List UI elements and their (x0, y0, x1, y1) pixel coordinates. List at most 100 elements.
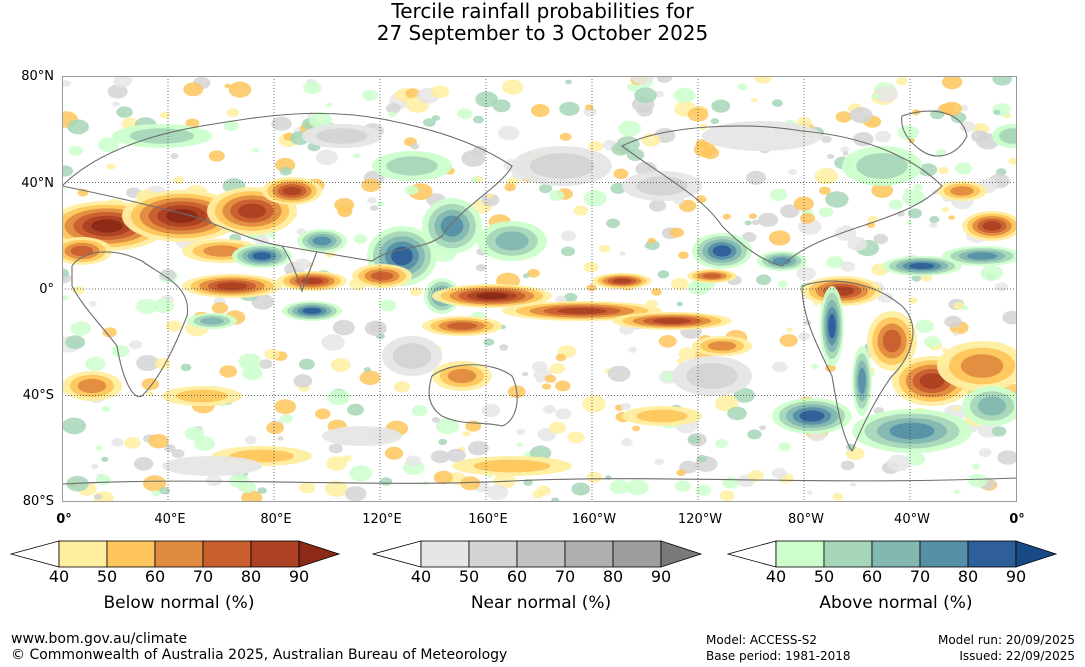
speckle (645, 240, 660, 251)
probability-blob (391, 246, 413, 266)
speckle (695, 139, 709, 148)
probability-blob (707, 341, 737, 351)
speckle (551, 497, 560, 502)
speckle (370, 205, 379, 211)
probability-blob (302, 307, 322, 315)
speckle (845, 447, 865, 461)
speckle (344, 486, 367, 502)
footer-website: www.bom.gov.au/climate (11, 631, 188, 647)
speckle (316, 149, 338, 165)
legend-near-tick-60: 60 (506, 567, 528, 586)
probability-blob (686, 363, 738, 389)
colorbar-arrow-low (727, 540, 777, 568)
speckle (888, 199, 904, 210)
speckle (85, 356, 106, 371)
speckle (159, 111, 171, 119)
probability-blob (447, 368, 477, 384)
speckle (146, 391, 154, 397)
colorbar-segment (823, 540, 873, 568)
speckle (337, 206, 353, 217)
legend-near-tick-90: 90 (650, 567, 672, 586)
speckle (173, 176, 185, 184)
speckle (393, 381, 410, 393)
probability-blob (858, 367, 866, 395)
probability-blob (636, 176, 688, 196)
speckle (611, 142, 630, 156)
speckle (532, 490, 544, 499)
footer-issued: Issued: 22/09/2025 (959, 649, 1075, 663)
probability-blob (982, 221, 1002, 231)
probability-blob (476, 292, 508, 300)
speckle (991, 426, 1007, 437)
speckle (853, 132, 874, 147)
speckle (840, 460, 855, 471)
speckle (676, 301, 684, 307)
speckle (62, 417, 86, 435)
footer-copyright: © Commonwealth of Australia 2025, Austra… (11, 647, 508, 663)
speckle (542, 383, 552, 390)
speckle (906, 220, 913, 226)
speckle (527, 268, 540, 278)
speckle (277, 436, 284, 441)
speckle (676, 469, 686, 477)
lon-label-160e: 160°E (468, 512, 508, 527)
probability-blob (473, 459, 551, 473)
speckle (621, 438, 633, 447)
legend-near-tick-40: 40 (410, 567, 432, 586)
lon-label-120e: 120°E (362, 512, 402, 527)
speckle (549, 421, 567, 434)
speckle (656, 76, 672, 83)
speckle (349, 465, 373, 482)
probability-blob (392, 343, 432, 369)
speckle (359, 370, 381, 386)
speckle (874, 130, 892, 143)
speckle (780, 204, 800, 218)
probability-blob (252, 252, 272, 260)
speckle (626, 479, 649, 496)
probability-blob (166, 209, 198, 223)
speckle (113, 76, 133, 88)
probability-blob (386, 156, 438, 176)
speckle (462, 431, 471, 437)
speckle (486, 484, 509, 501)
coastline (428, 364, 518, 427)
colorbar-segment (58, 540, 108, 568)
speckle (564, 292, 578, 302)
speckle (107, 84, 128, 99)
speckle (811, 363, 819, 369)
legend-below-tick-50: 50 (96, 567, 118, 586)
speckle (254, 235, 269, 246)
speckle (913, 183, 923, 191)
speckle (475, 91, 498, 108)
speckle (788, 169, 798, 176)
colorbar-arrow-high (660, 540, 703, 568)
speckle (567, 431, 585, 444)
speckle (796, 266, 816, 281)
speckle (747, 429, 762, 440)
speckle (754, 76, 772, 84)
speckle (152, 490, 161, 497)
probability-blob (322, 426, 402, 446)
speckle (62, 268, 69, 278)
speckle (669, 227, 684, 238)
speckle (129, 340, 142, 350)
probability-blob (447, 322, 477, 330)
probability-blob (162, 456, 262, 476)
speckle (618, 120, 642, 137)
coastlines (62, 110, 1017, 485)
speckle (771, 467, 787, 479)
lat-label-80s: 80°S (22, 494, 54, 509)
speckle (742, 232, 757, 243)
probability-blob (653, 318, 691, 324)
speckle (777, 280, 788, 288)
speckle (821, 135, 832, 143)
speckle (303, 81, 322, 94)
probability-blob (529, 153, 595, 179)
colorbar-segment (250, 540, 300, 568)
speckle (267, 231, 276, 238)
speckle (208, 150, 225, 162)
speckle (362, 89, 379, 101)
speckle (798, 332, 811, 341)
speckle (980, 265, 1004, 281)
lon-label-80w: 80°W (788, 512, 824, 527)
